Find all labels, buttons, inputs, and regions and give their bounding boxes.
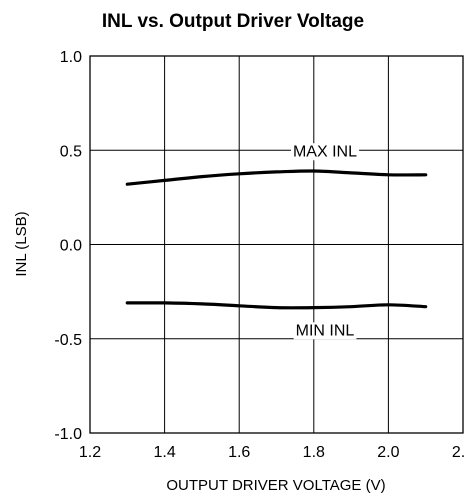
x-tick-label: 1.4: [153, 444, 175, 461]
tick-layer: 1.2 1.4 1.6 1.8 2.0 2.2 1.0 0.5 0.0 -0.5 -1.0: [54, 49, 466, 461]
y-tick-label: -0.5: [54, 332, 82, 349]
annotation-background: [290, 143, 360, 161]
x-tick-label: 2.0: [377, 444, 399, 461]
grid-layer: [90, 56, 463, 433]
x-tick-label: 2.2: [452, 444, 466, 461]
chart-title: INL vs. Output Driver Voltage: [102, 11, 364, 32]
annotation-background: [293, 322, 357, 340]
plot-frame: [89, 55, 464, 434]
y-tick-label: 0.5: [60, 143, 82, 160]
y-tick-label: -1.0: [54, 426, 82, 443]
series-layer: [125, 169, 428, 310]
series-line-max-inl: [125, 169, 428, 186]
y-axis-label: INL (LSB): [13, 211, 30, 276]
annotation-max-inl: MAX INL: [293, 143, 357, 160]
x-tick-label: 1.8: [303, 444, 325, 461]
x-axis-label: OUTPUT DRIVER VOLTAGE (V): [166, 477, 385, 494]
annotation-min-inl: MIN INL: [296, 322, 355, 339]
annotation-layer: MAX INL MIN INL: [290, 143, 360, 340]
x-tick-label: 1.2: [79, 444, 101, 461]
series-line-min-inl: [125, 301, 428, 310]
y-tick-label: 0.0: [60, 238, 82, 255]
y-tick-label: 1.0: [60, 49, 82, 66]
x-tick-label: 1.6: [228, 444, 250, 461]
